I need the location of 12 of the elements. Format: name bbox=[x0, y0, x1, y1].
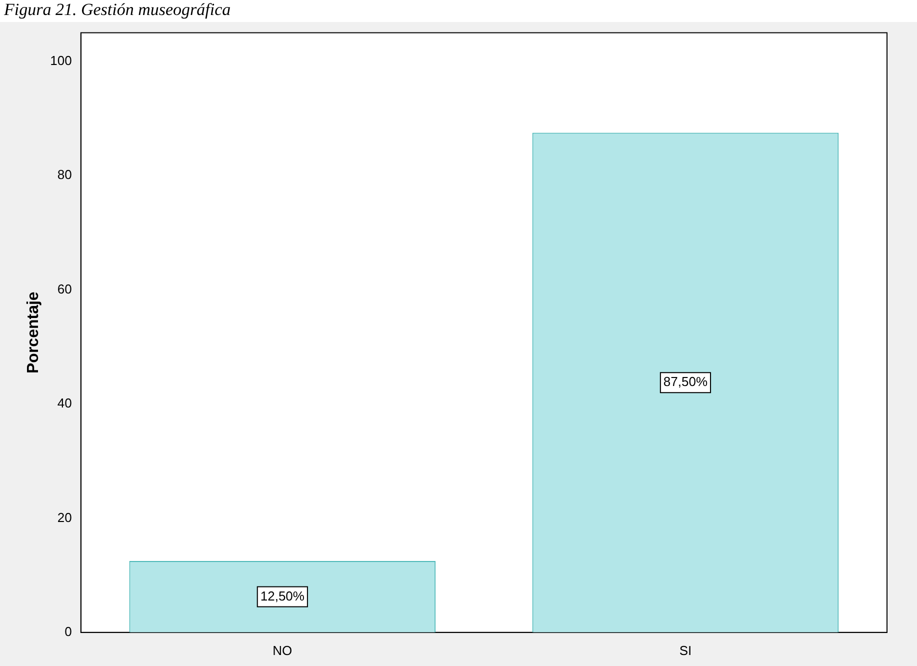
y-tick-label: 40 bbox=[57, 396, 72, 411]
data-label: 87,50% bbox=[663, 374, 708, 390]
y-tick-label: 20 bbox=[57, 510, 72, 525]
y-tick-label: 0 bbox=[64, 624, 72, 639]
y-tick-label: 100 bbox=[50, 52, 72, 68]
y-axis-title: Porcentaje bbox=[25, 292, 42, 374]
chart-title: Figura 21. Gestión museográfica bbox=[4, 0, 231, 20]
y-tick-label: 60 bbox=[57, 281, 72, 296]
x-tick-label: SI bbox=[679, 642, 692, 658]
y-tick-label: 80 bbox=[57, 167, 72, 182]
x-tick-label: NO bbox=[272, 642, 292, 658]
data-label: 12,50% bbox=[260, 588, 305, 604]
